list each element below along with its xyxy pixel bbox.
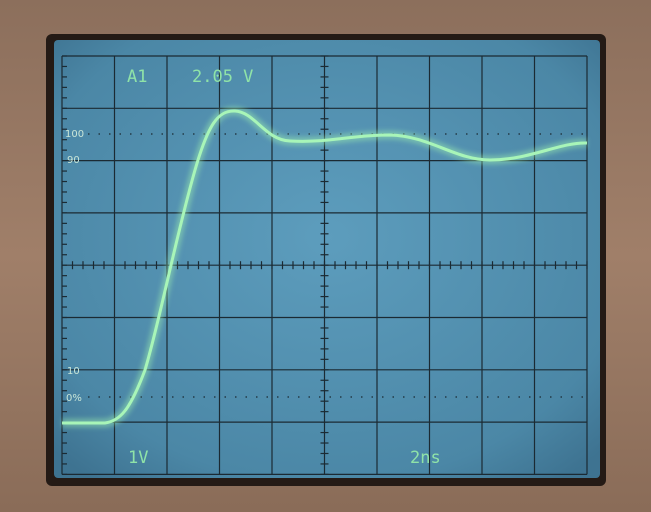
trace: [62, 109, 588, 425]
channel-label: A1: [127, 67, 147, 87]
scale-label: 90: [67, 155, 80, 166]
scale-label: 0%: [66, 393, 82, 404]
scale-label: 10: [67, 366, 80, 377]
volts-per-div: 1V: [128, 448, 148, 468]
channel-reading: 2.05 V: [192, 67, 253, 87]
scale-label: 100: [65, 129, 84, 140]
screen: [54, 40, 600, 478]
time-per-div: 2ns: [410, 448, 441, 468]
graticule: [61, 55, 588, 475]
